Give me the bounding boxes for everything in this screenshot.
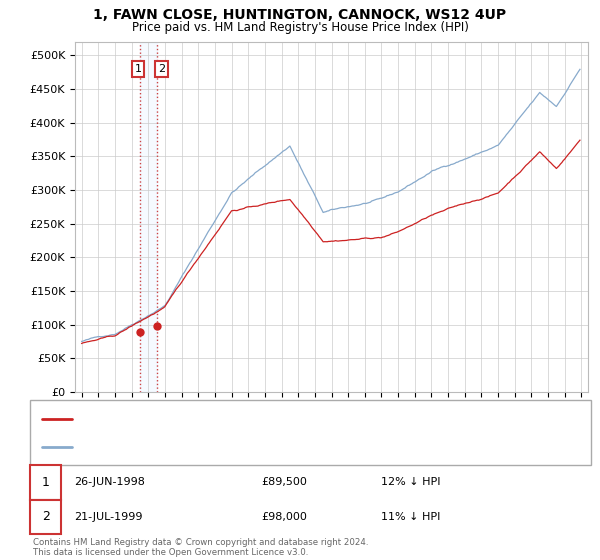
Text: 1, FAWN CLOSE, HUNTINGTON, CANNOCK, WS12 4UP (detached house): 1, FAWN CLOSE, HUNTINGTON, CANNOCK, WS12…: [78, 414, 449, 424]
Bar: [140, 42, 157, 392]
Text: 1: 1: [41, 475, 50, 489]
Text: HPI: Average price, detached house, South Staffordshire: HPI: Average price, detached house, Sout…: [78, 442, 372, 452]
Text: Contains HM Land Registry data © Crown copyright and database right 2024.
This d: Contains HM Land Registry data © Crown c…: [33, 538, 368, 557]
Text: 26-JUN-1998: 26-JUN-1998: [74, 477, 145, 487]
Text: 1: 1: [134, 64, 142, 74]
Text: 21-JUL-1999: 21-JUL-1999: [74, 512, 142, 522]
Text: 11% ↓ HPI: 11% ↓ HPI: [381, 512, 440, 522]
Text: 12% ↓ HPI: 12% ↓ HPI: [381, 477, 440, 487]
Text: £98,000: £98,000: [261, 512, 307, 522]
Text: Price paid vs. HM Land Registry's House Price Index (HPI): Price paid vs. HM Land Registry's House …: [131, 21, 469, 34]
Text: £89,500: £89,500: [261, 477, 307, 487]
Text: 2: 2: [158, 64, 165, 74]
Text: 1, FAWN CLOSE, HUNTINGTON, CANNOCK, WS12 4UP: 1, FAWN CLOSE, HUNTINGTON, CANNOCK, WS12…: [94, 8, 506, 22]
Text: 2: 2: [41, 510, 50, 524]
